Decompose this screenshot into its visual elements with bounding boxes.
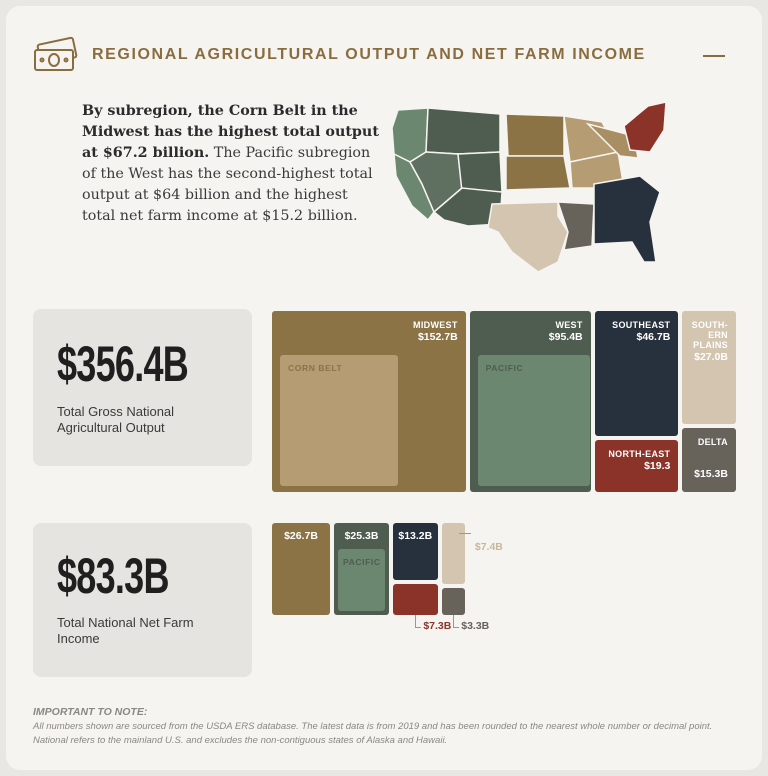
region-value: $26.7B — [284, 530, 318, 542]
intro: By subregion, the Corn Belt in the Midwe… — [82, 101, 382, 227]
intro-text: The Pacific subregion of the West has th… — [82, 145, 373, 224]
region-name: DELTA — [697, 436, 728, 447]
region-name: SOUTHEAST — [612, 320, 671, 330]
us-map — [391, 101, 667, 273]
region-value: $46.7B — [636, 331, 671, 343]
leader-line — [415, 627, 422, 628]
region-value: $15.3B — [694, 467, 728, 480]
leader-line — [415, 615, 417, 627]
subregion-tile: PACIFIC — [477, 355, 590, 486]
region-value: $7.4B — [474, 541, 503, 553]
region-value: $7.3B — [423, 620, 452, 632]
intro-bold: By subregion, the Corn Belt in the Midwe… — [82, 103, 379, 161]
region-tile: $26.7B — [272, 523, 331, 615]
region-value: $3.3B — [461, 620, 490, 632]
region-name: SOUTH-ERN PLAINS — [691, 320, 728, 350]
output-caption: Total Gross National Agricultural Output — [57, 404, 175, 435]
region-name: MIDWEST — [413, 320, 458, 330]
region-tile: NORTH-EAST $19.3 — [594, 440, 679, 492]
income-panel: $83.3B Total National Net Farm Income — [33, 523, 252, 677]
income-total: $83.3B — [57, 548, 169, 604]
region-value: $27.0B — [694, 351, 728, 363]
money-icon — [34, 36, 78, 71]
region-tile — [393, 583, 438, 615]
region-tile — [441, 523, 465, 584]
note-heading: IMPORTANT TO NOTE: — [33, 706, 148, 718]
region-tile: WEST $95.4B PACIFIC — [469, 311, 591, 492]
subregion-name: PACIFIC — [485, 363, 524, 373]
region-tile: $25.3B PACIFIC — [334, 523, 390, 615]
title-rule — [703, 55, 725, 57]
region-tile: DELTA $15.3B — [682, 427, 736, 492]
title: REGIONAL AGRICULTURAL OUTPUT AND NET FAR… — [92, 46, 646, 63]
region-name: WEST — [555, 320, 583, 330]
region-value: $13.2B — [398, 530, 433, 542]
note-text: All numbers shown are sourced from the U… — [33, 721, 713, 746]
region-value: $95.4B — [548, 331, 583, 343]
region-tile — [441, 587, 465, 615]
subregion-tile: PACIFIC — [338, 549, 386, 611]
subregion-name: PACIFIC — [343, 557, 381, 567]
region-value: $25.3B — [344, 530, 379, 542]
region-tile: $13.2B — [393, 523, 438, 580]
region-tile: SOUTH-ERN PLAINS $27.0B — [682, 311, 736, 424]
output-total: $356.4B — [57, 336, 189, 392]
leader-line — [458, 533, 471, 534]
output-panel: $356.4B Total Gross National Agricultura… — [33, 309, 252, 466]
region-name: NORTH-EAST — [608, 449, 671, 460]
region-value: $152.7B — [417, 331, 458, 343]
region-tile: SOUTHEAST $46.7B — [594, 311, 679, 437]
leader-line — [453, 627, 460, 628]
leader-line — [453, 615, 455, 627]
region-value: $19.3 — [644, 460, 671, 473]
subregion-name: CORN BELT — [288, 363, 343, 373]
income-caption: Total National Net Farm Income — [57, 615, 194, 646]
region-tile: MIDWEST $152.7B CORN BELT — [272, 311, 466, 492]
subregion-tile: CORN BELT — [280, 355, 398, 486]
